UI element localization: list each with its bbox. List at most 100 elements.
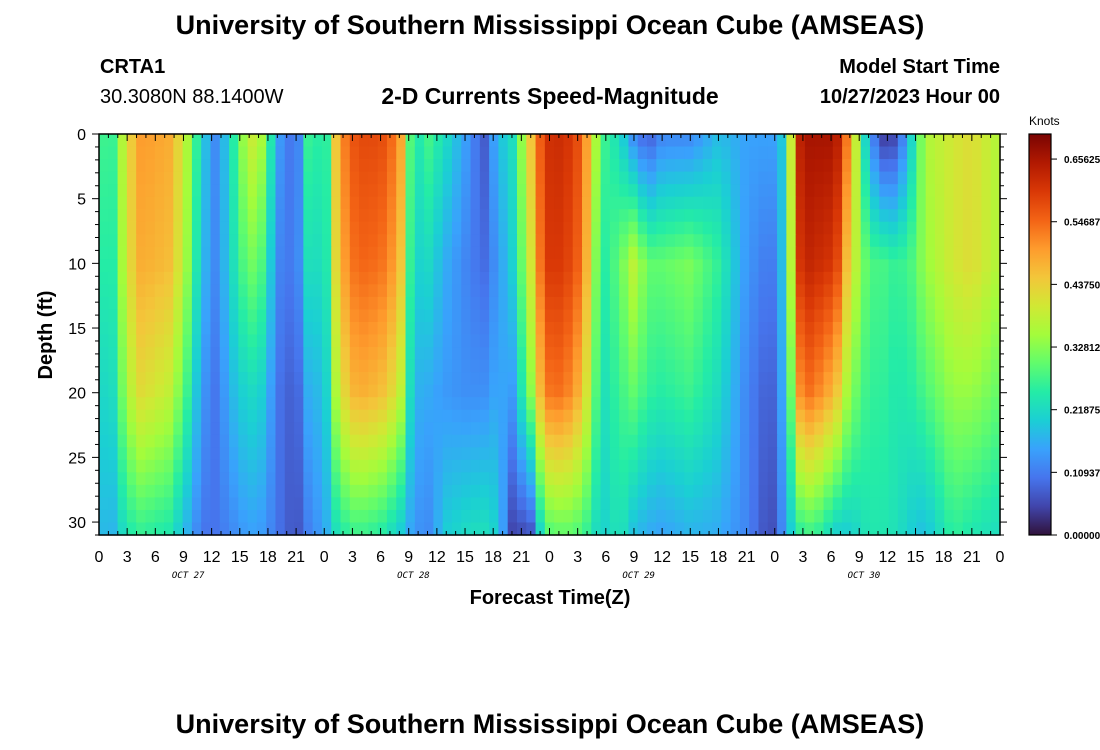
- heatmap-cell: [470, 347, 481, 361]
- heatmap-cell: [516, 134, 527, 148]
- heatmap-cell: [414, 159, 425, 173]
- heatmap-cell: [962, 146, 973, 160]
- heatmap-cell: [563, 372, 574, 386]
- heatmap-cell: [582, 422, 592, 436]
- heatmap-cell: [349, 309, 360, 323]
- heatmap-cell: [164, 497, 174, 511]
- heatmap-cell: [851, 409, 862, 423]
- heatmap-cell: [433, 134, 444, 148]
- heatmap-cell: [591, 447, 602, 461]
- heatmap-cell: [842, 334, 852, 348]
- heatmap-cell: [182, 234, 193, 248]
- heatmap-cell: [730, 171, 741, 185]
- heatmap-cell: [340, 372, 351, 386]
- heatmap-cell: [396, 184, 407, 198]
- heatmap-cell: [126, 422, 137, 436]
- heatmap-cell: [173, 309, 184, 323]
- heatmap-cell: [916, 271, 927, 285]
- heatmap-cell: [795, 334, 806, 348]
- heatmap-cell: [897, 221, 908, 235]
- heatmap-cell: [823, 159, 834, 173]
- heatmap-cell: [934, 321, 945, 336]
- heatmap-cell: [99, 309, 109, 323]
- heatmap-cell: [368, 522, 379, 536]
- heatmap-cell: [386, 234, 397, 248]
- heatmap-cell: [359, 234, 369, 248]
- heatmap-cell: [303, 159, 314, 173]
- heatmap-cell: [795, 484, 806, 499]
- heatmap-cell: [377, 497, 388, 511]
- heatmap-cell: [294, 196, 304, 210]
- heatmap-cell: [897, 159, 908, 173]
- heatmap-cell: [424, 171, 434, 185]
- heatmap-cell: [284, 284, 295, 298]
- heatmap-cell: [182, 284, 193, 298]
- heatmap-cell: [164, 246, 174, 260]
- heatmap-cell: [229, 447, 239, 461]
- heatmap-cell: [869, 422, 880, 436]
- heatmap-cell: [665, 422, 676, 436]
- heatmap-cell: [851, 196, 862, 210]
- heatmap-cell: [331, 459, 342, 473]
- heatmap-cell: [656, 259, 667, 273]
- heatmap-cell: [136, 209, 147, 223]
- heatmap-cell: [851, 334, 862, 348]
- heatmap-cell: [433, 184, 444, 198]
- heatmap-cell: [544, 447, 555, 461]
- heatmap-cell: [229, 384, 239, 398]
- heatmap-cell: [693, 409, 704, 423]
- heatmap-cell: [405, 484, 416, 499]
- heatmap-cell: [498, 184, 509, 198]
- heatmap-cell: [665, 221, 676, 235]
- heatmap-cell: [479, 134, 490, 148]
- heatmap-cell: [479, 372, 490, 386]
- heatmap-cell: [145, 484, 156, 499]
- heatmap-cell: [442, 509, 453, 524]
- heatmap-cell: [637, 334, 648, 348]
- heatmap-cell: [777, 359, 787, 373]
- heatmap-cell: [860, 509, 871, 524]
- heatmap-cell: [294, 171, 304, 185]
- model-start-value: 10/27/2023 Hour 00: [819, 86, 1000, 108]
- heatmap-cell: [303, 271, 314, 285]
- heatmap-cell: [795, 434, 806, 448]
- heatmap-cell: [451, 459, 462, 473]
- heatmap-cell: [656, 184, 667, 198]
- heatmap-cell: [126, 134, 137, 148]
- heatmap-cell: [516, 209, 527, 223]
- heatmap-cell: [256, 484, 267, 499]
- heatmap-cell: [832, 221, 843, 235]
- heatmap-cell: [860, 384, 871, 398]
- heatmap-cell: [879, 359, 890, 373]
- heatmap-cell: [191, 334, 202, 348]
- heatmap-cell: [294, 347, 304, 361]
- heatmap-cell: [303, 472, 314, 486]
- heatmap-cell: [656, 321, 667, 336]
- heatmap-cell: [916, 472, 927, 486]
- heatmap-cell: [479, 196, 490, 210]
- heatmap-cell: [582, 347, 592, 361]
- heatmap-cell: [507, 372, 518, 386]
- heatmap-cell: [804, 296, 815, 311]
- heatmap-cell: [582, 372, 592, 386]
- heatmap-cell: [201, 509, 212, 524]
- heatmap-cell: [563, 422, 574, 436]
- heatmap-cell: [721, 309, 732, 323]
- heatmap-cell: [377, 234, 388, 248]
- heatmap-cell: [201, 484, 212, 499]
- heatmap-cell: [925, 497, 936, 511]
- heatmap-cell: [647, 246, 657, 260]
- heatmap-cell: [582, 259, 592, 273]
- heatmap-cell: [386, 134, 397, 148]
- heatmap-cell: [359, 309, 369, 323]
- heatmap-cell: [424, 397, 434, 411]
- heatmap-cell: [721, 171, 732, 185]
- heatmap-cell: [201, 384, 212, 398]
- heatmap-cell: [739, 171, 750, 185]
- heatmap-cell: [554, 134, 565, 148]
- heatmap-cell: [879, 434, 890, 448]
- heatmap-cell: [684, 497, 695, 511]
- heatmap-cell: [312, 447, 323, 461]
- heatmap-cell: [108, 422, 119, 436]
- heatmap-cell: [461, 347, 472, 361]
